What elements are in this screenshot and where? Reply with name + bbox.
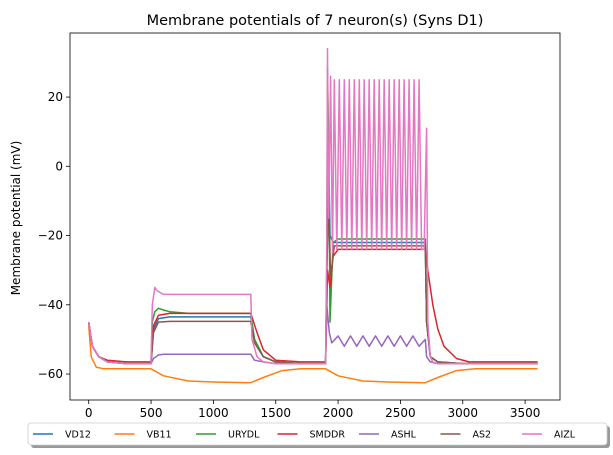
series-line-vb11 (87, 325, 538, 384)
series-line-smddr (87, 248, 538, 363)
legend-label: AIZL (554, 430, 576, 441)
legend-label: URYDL (228, 430, 260, 441)
chart-title: Membrane potentials of 7 neuron(s) (Syns… (147, 13, 484, 29)
x-tick-label: 2500 (385, 406, 416, 420)
series-line-as2 (87, 200, 538, 365)
plot-area (69, 32, 561, 401)
legend-box (27, 422, 608, 446)
x-tick-label: 3500 (510, 406, 541, 420)
legend-label: SMDDR (310, 430, 346, 441)
y-tick-label: −40 (38, 298, 63, 312)
y-tick-label: 0 (55, 159, 63, 173)
y-axis-label: Membrane potential (mV) (9, 141, 23, 296)
x-tick-label: 1500 (260, 406, 291, 420)
x-tick-label: 2000 (323, 406, 354, 420)
x-tick-label: 1000 (198, 406, 229, 420)
legend-label: VB11 (147, 430, 172, 441)
y-axis: −60 −40 −20 0 20 (38, 90, 70, 381)
plot-frame (69, 32, 561, 401)
x-axis: 0 500 1000 1500 2000 2500 3000 3500 (85, 400, 540, 420)
legend: VD12 VB11 URYDL SMDDR ASHL AS2 AIZL (27, 422, 610, 448)
series-line-ashl (87, 304, 538, 365)
series-line-aizl (87, 47, 538, 365)
series-line-vd12 (87, 148, 538, 365)
series-lines (87, 47, 538, 384)
y-tick-label: −60 (38, 367, 63, 381)
y-tick-label: −20 (38, 229, 63, 243)
legend-label: VD12 (65, 430, 91, 441)
x-tick-label: 3000 (447, 406, 478, 420)
x-tick-label: 0 (85, 406, 93, 420)
x-tick-label: 500 (140, 406, 163, 420)
legend-label: ASHL (391, 430, 417, 441)
y-tick-label: 20 (48, 90, 63, 104)
legend-label: AS2 (473, 430, 492, 441)
